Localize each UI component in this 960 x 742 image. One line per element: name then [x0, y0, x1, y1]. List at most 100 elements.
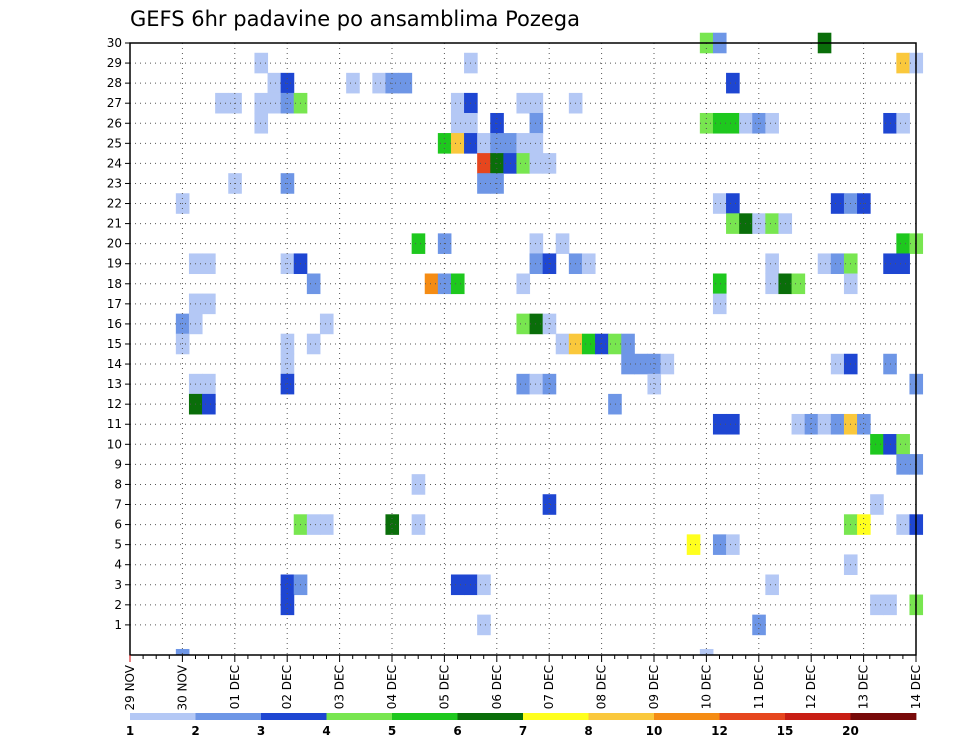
data-cell [477, 574, 491, 596]
data-cell [477, 153, 491, 174]
data-cell [346, 72, 360, 94]
data-cell [634, 353, 648, 375]
data-cell [765, 253, 779, 275]
colorbar-swatch [130, 713, 196, 720]
data-cell [215, 92, 229, 114]
x-tick-label: 04 DEC [385, 665, 399, 709]
data-cell [791, 273, 806, 295]
colorbar-label: 8 [584, 724, 592, 738]
x-tick-label: 10 DEC [699, 665, 713, 709]
data-cell [765, 112, 779, 134]
colorbar-label: 4 [322, 724, 330, 738]
data-cell [726, 534, 740, 555]
data-cell [450, 92, 465, 114]
colorbar-swatch [719, 713, 786, 720]
data-cell [830, 253, 845, 275]
y-tick-label: 8 [114, 477, 122, 491]
data-cell [516, 153, 531, 174]
data-cell [516, 133, 531, 154]
data-cell [477, 614, 491, 636]
colorbar-swatch [326, 713, 393, 720]
data-cell [306, 514, 321, 535]
data-cell [896, 253, 910, 275]
x-axis: 29 NOV 30 NOV 01 DEC 02 DEC 03 DEC 04 DEC 05 D… [123, 655, 923, 711]
data-cell [726, 193, 740, 214]
data-cell [712, 534, 727, 555]
y-tick-label: 15 [107, 337, 122, 351]
data-cell [608, 393, 622, 415]
data-cell [752, 614, 766, 636]
colorbar-swatch [850, 713, 917, 720]
y-tick-label: 14 [107, 357, 122, 371]
data-cell [280, 373, 295, 395]
data-cell [450, 273, 465, 295]
colorbar-swatch [392, 713, 458, 720]
x-tick-label: 08 DEC [595, 665, 609, 709]
data-cell [516, 273, 531, 295]
data-cell [254, 112, 269, 134]
colorbar-swatch [785, 713, 851, 720]
data-cell [830, 413, 845, 435]
data-cell [516, 313, 531, 335]
y-axis: 1234567891011121314151617181920212223242… [107, 36, 130, 632]
data-cell [608, 333, 622, 355]
data-cell [280, 594, 295, 616]
data-cell [621, 333, 635, 355]
data-cell [581, 253, 596, 275]
data-cell [896, 112, 910, 134]
data-cell [726, 112, 740, 134]
data-cell [202, 293, 216, 315]
data-cell [175, 648, 190, 655]
data-cell [647, 353, 662, 375]
data-cell [529, 92, 544, 114]
data-cell [411, 514, 426, 535]
data-cell [280, 353, 295, 375]
x-tick-label: 01 DEC [228, 665, 242, 709]
data-cell [896, 233, 910, 254]
x-tick-label: 07 DEC [542, 665, 556, 709]
y-tick-label: 16 [107, 317, 122, 331]
data-cell [647, 373, 662, 395]
data-cell [516, 92, 531, 114]
data-cell [712, 193, 727, 214]
data-cell [817, 253, 832, 275]
data-cell [267, 72, 282, 94]
y-tick-label: 21 [107, 217, 122, 231]
data-cell [555, 233, 570, 254]
data-cell [477, 133, 491, 154]
data-cell [372, 72, 386, 94]
data-cell [870, 434, 884, 455]
y-tick-label: 22 [107, 197, 122, 211]
data-cell [529, 373, 544, 395]
chart-title: GEFS 6hr padavine po ansamblima Pozega [130, 7, 580, 31]
y-tick-label: 29 [107, 56, 122, 70]
data-cell [477, 173, 491, 194]
data-cell [254, 52, 269, 74]
data-cell [896, 454, 910, 475]
data-cell [306, 333, 321, 355]
data-cell [319, 514, 334, 535]
y-tick-label: 13 [107, 377, 122, 391]
colorbar-swatch [195, 713, 262, 720]
data-cell [791, 413, 806, 435]
colorbar-swatch [457, 713, 524, 720]
y-tick-label: 27 [107, 96, 122, 110]
x-tick-label: 14 DEC [909, 665, 923, 709]
data-cell [660, 353, 675, 375]
y-tick-label: 5 [114, 538, 122, 552]
colorbar-swatch [588, 713, 655, 720]
data-cell [529, 253, 544, 275]
data-cell [529, 233, 544, 254]
y-tick-label: 25 [107, 136, 122, 150]
y-tick-label: 19 [107, 257, 122, 271]
x-tick-label: 30 NOV [175, 664, 189, 710]
colorbar-label: 12 [711, 724, 728, 738]
data-cell [555, 333, 570, 355]
data-cell [712, 293, 727, 315]
data-cell [529, 112, 544, 134]
y-tick-label: 4 [114, 558, 122, 572]
data-cell [896, 514, 910, 535]
data-cell [306, 273, 321, 295]
data-cell [529, 133, 544, 154]
